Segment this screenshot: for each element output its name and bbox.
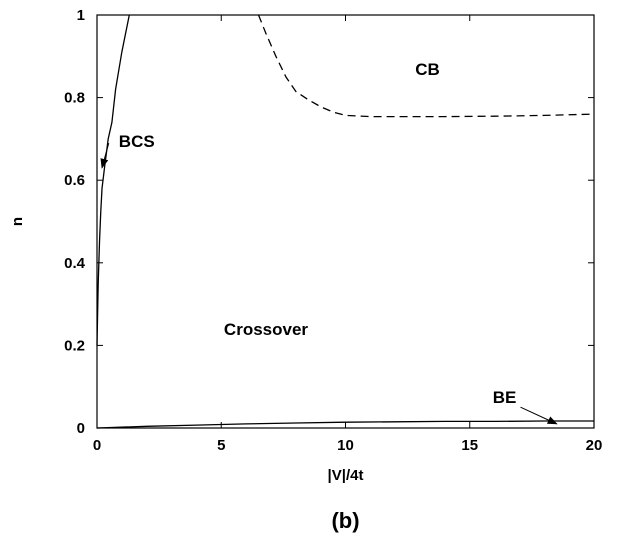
figure-caption: (b) [331,508,359,533]
region-label-crossover: Crossover [224,320,308,339]
y-tick-label: 0.2 [64,337,85,354]
x-tick-label: 15 [461,437,478,454]
x-tick-label: 0 [93,437,101,454]
plot-frame [96,14,595,429]
x-tick-label: 20 [586,437,603,454]
y-tick-label: 0.4 [64,255,86,272]
y-tick-label: 0.6 [64,172,85,189]
annotation-arrow-be [520,406,558,425]
region-label-be: BE [493,388,517,407]
be-boundary-line [96,420,594,429]
region-label-bcs: BCS [119,132,155,151]
y-axis-title: n [9,217,26,226]
x-tick-label: 10 [337,437,354,454]
y-tick-label: 0.8 [64,90,85,107]
x-axis-title: |V|/4t [328,467,364,484]
x-tick-label: 5 [217,437,225,454]
y-tick-label: 0 [77,420,85,437]
annotation-arrow-bcs [100,143,110,169]
y-tick-label: 1 [77,7,85,24]
cb-boundary-line [257,14,595,118]
region-label-cb: CB [415,60,440,79]
